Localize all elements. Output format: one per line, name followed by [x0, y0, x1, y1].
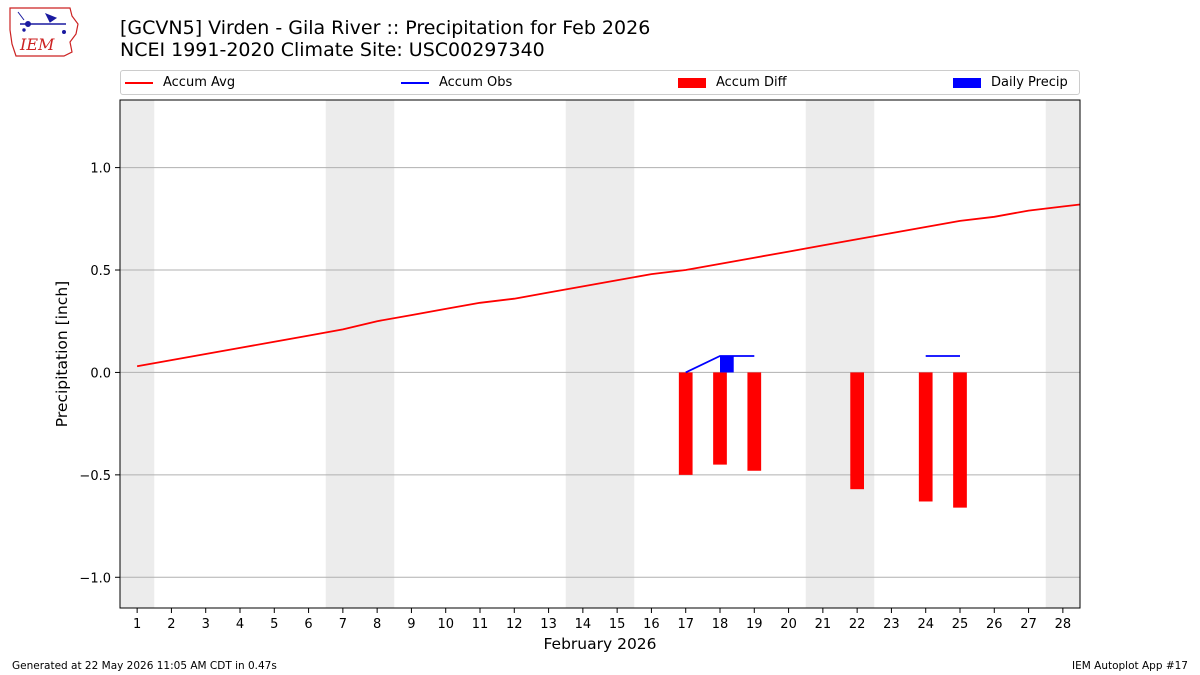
- iowa-state-outline-icon: [9, 7, 79, 57]
- x-tick-label: 20: [780, 617, 797, 632]
- accum-diff-bar: [747, 372, 762, 471]
- legend-label: Accum Diff: [716, 75, 787, 90]
- accum-diff-bar: [678, 372, 693, 475]
- weekend-shade: [805, 100, 875, 608]
- y-tick-label: 0.5: [90, 264, 111, 279]
- generated-timestamp: Generated at 22 May 2026 11:05 AM CDT in…: [12, 660, 277, 672]
- legend-patch-swatch: [953, 77, 981, 88]
- x-tick-label: 24: [917, 617, 934, 632]
- legend-label: Daily Precip: [991, 75, 1068, 90]
- x-tick-label: 15: [609, 617, 626, 632]
- x-tick-label: 17: [677, 617, 694, 632]
- x-tick-label: 18: [712, 617, 729, 632]
- x-tick-label: 19: [746, 617, 763, 632]
- y-tick-label: 1.0: [90, 162, 111, 177]
- x-tick-label: 28: [1055, 617, 1072, 632]
- x-tick-label: 7: [339, 617, 347, 632]
- y-tick-label: −0.5: [79, 469, 111, 484]
- legend-item-accum-diff: Accum Diff: [678, 71, 787, 94]
- autoplot-app-label: IEM Autoplot App #17: [1072, 660, 1188, 672]
- chart-title: [GCVN5] Virden - Gila River :: Precipita…: [120, 17, 651, 39]
- legend-line-swatch: [401, 81, 429, 84]
- accum-avg-line: [136, 203, 1080, 368]
- legend-item-accum-obs: Accum Obs: [401, 71, 512, 94]
- y-axis-label: Precipitation [inch]: [53, 281, 71, 427]
- x-tick-label: 27: [1020, 617, 1037, 632]
- x-tick-label: 14: [575, 617, 592, 632]
- x-tick-label: 10: [437, 617, 454, 632]
- legend-item-accum-avg: Accum Avg: [125, 71, 235, 94]
- legend-item-daily-precip: Daily Precip: [953, 71, 1068, 94]
- x-tick-label: 9: [407, 617, 415, 632]
- x-tick-label: 23: [883, 617, 900, 632]
- weekend-shade: [325, 100, 395, 608]
- x-tick-label: 1: [133, 617, 141, 632]
- legend-label: Accum Obs: [439, 75, 513, 90]
- x-tick-label: 6: [304, 617, 312, 632]
- plot-frame: [119, 99, 1081, 609]
- x-axis-label: February 2026: [543, 635, 656, 653]
- x-tick-label: 11: [472, 617, 489, 632]
- x-tick-label: 26: [986, 617, 1003, 632]
- accum-diff-bar: [918, 372, 933, 502]
- weekend-shade: [120, 100, 155, 608]
- weekend-shade: [1045, 100, 1080, 608]
- chart-subtitle: NCEI 1991-2020 Climate Site: USC00297340: [120, 39, 545, 61]
- x-tick-label: 5: [270, 617, 278, 632]
- accum-diff-bar: [713, 372, 727, 465]
- x-tick-label: 21: [815, 617, 832, 632]
- iem-logo: IEM: [9, 7, 79, 57]
- chart-legend: Accum Avg Accum Obs Accum Diff Daily Pre…: [120, 70, 1080, 95]
- logo-text: IEM: [19, 35, 55, 54]
- weekend-shade: [565, 100, 635, 608]
- x-tick-label: 4: [236, 617, 244, 632]
- legend-patch-swatch: [678, 77, 706, 88]
- x-tick-label: 16: [643, 617, 660, 632]
- accum-diff-bar: [850, 372, 864, 490]
- x-tick-label: 2: [167, 617, 175, 632]
- x-tick-label: 8: [373, 617, 381, 632]
- weather-symbols-icon: [17, 11, 66, 34]
- x-tick-label: 22: [849, 617, 866, 632]
- accum-obs-line: [685, 355, 755, 374]
- y-tick-label: −1.0: [79, 571, 111, 586]
- y-tick-label: 0.0: [90, 366, 111, 381]
- x-tick-label: 25: [952, 617, 969, 632]
- x-tick-label: 12: [506, 617, 523, 632]
- daily-precip-bar: [720, 356, 734, 373]
- x-tick-label: 13: [540, 617, 557, 632]
- x-tick-label: 3: [202, 617, 210, 632]
- legend-line-swatch: [125, 81, 153, 84]
- legend-label: Accum Avg: [163, 75, 236, 90]
- accum-diff-bar: [953, 372, 967, 508]
